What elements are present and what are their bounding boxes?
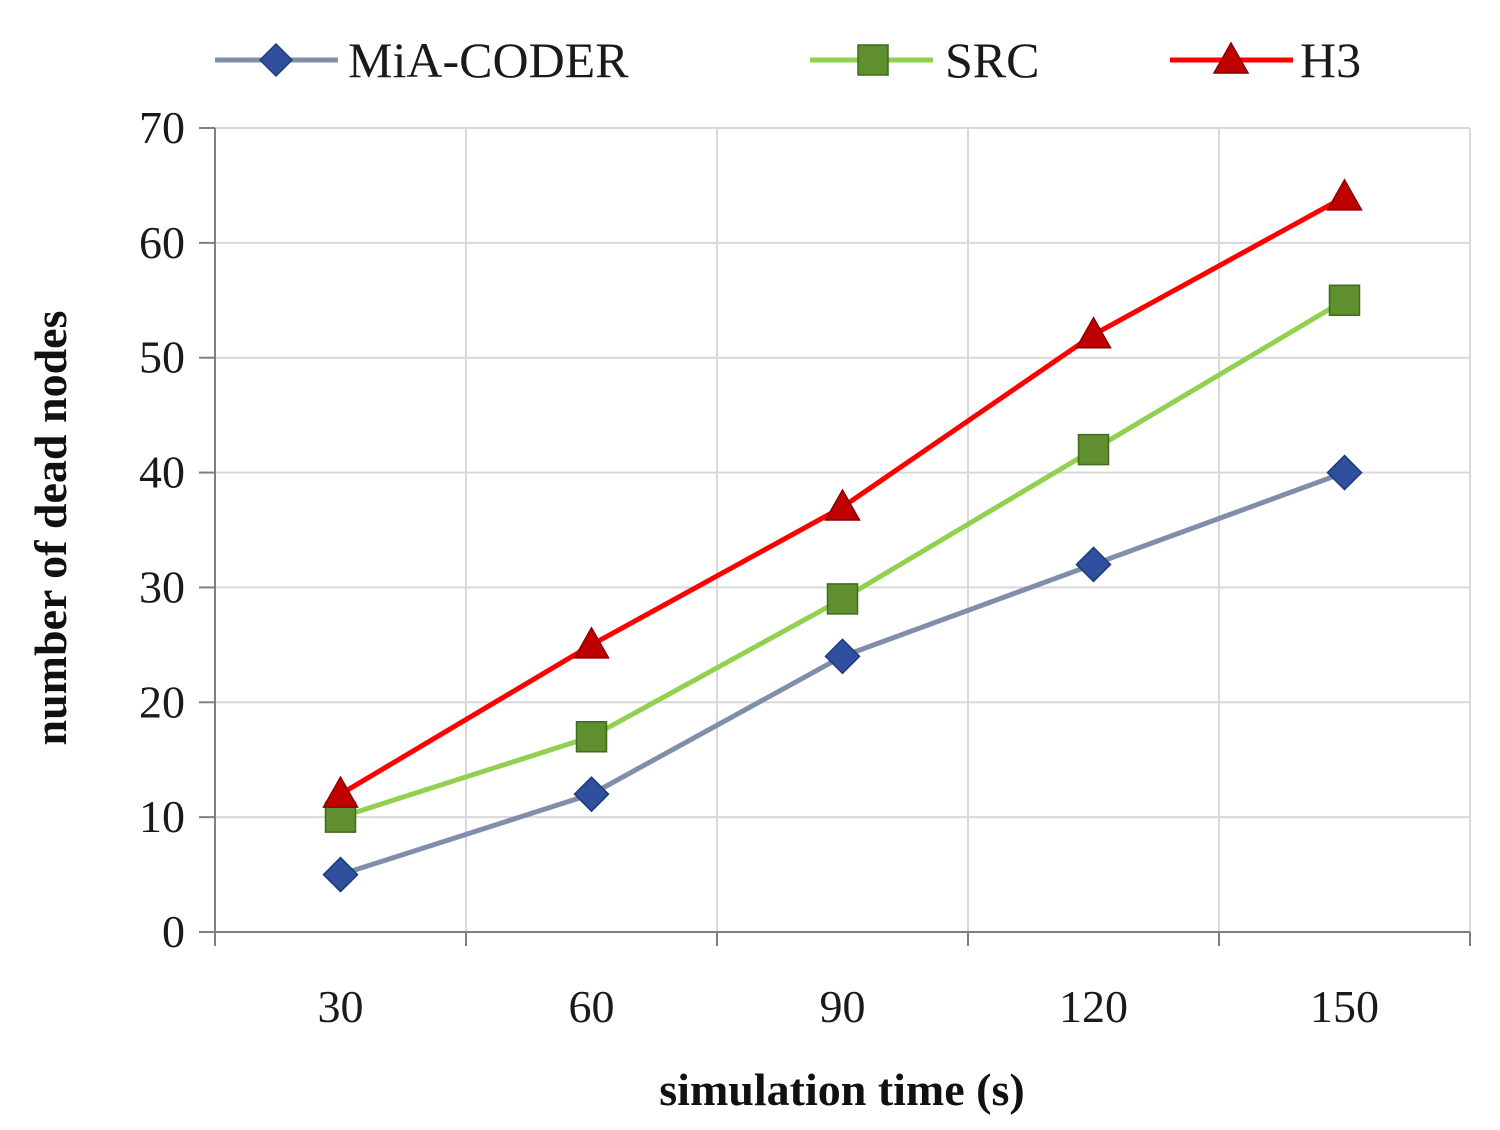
data-point-mia-coder-150 bbox=[1326, 454, 1363, 491]
legend-marker-mia-coder bbox=[258, 42, 294, 78]
x-tick-label-150: 150 bbox=[1310, 981, 1379, 1032]
x-tick-labels: 30 60 90 120 150 bbox=[318, 981, 1380, 1032]
legend-label-h3: H3 bbox=[1300, 32, 1361, 88]
legend-item-src: SRC bbox=[810, 32, 1040, 88]
legend-item-h3: H3 bbox=[1170, 32, 1361, 88]
data-point-h3-90 bbox=[824, 488, 861, 521]
data-point-mia-coder-90 bbox=[824, 638, 861, 675]
x-tick-label-60: 60 bbox=[569, 981, 615, 1032]
legend-marker-src bbox=[857, 44, 889, 76]
data-point-h3-120 bbox=[1075, 316, 1112, 349]
y-tick-label-50: 50 bbox=[139, 332, 185, 383]
data-point-mia-coder-60 bbox=[573, 776, 610, 813]
axes bbox=[199, 127, 1471, 946]
legend: MiA-CODER SRC H3 bbox=[215, 32, 1361, 88]
legend-marker-h3 bbox=[1212, 41, 1250, 74]
y-tick-labels: 0 10 20 30 40 50 60 70 bbox=[139, 102, 185, 957]
data-point-mia-coder-120 bbox=[1075, 546, 1112, 583]
y-tick-label-20: 20 bbox=[139, 676, 185, 727]
data-point-h3-30 bbox=[322, 775, 359, 808]
y-tick-label-0: 0 bbox=[162, 906, 185, 957]
x-tick-label-90: 90 bbox=[820, 981, 866, 1032]
gridlines bbox=[215, 127, 1471, 932]
y-tick-label-30: 30 bbox=[139, 561, 185, 612]
series-lines bbox=[322, 178, 1363, 893]
legend-label-mia-coder: MiA-CODER bbox=[348, 32, 629, 88]
data-point-src-120 bbox=[1077, 433, 1110, 466]
data-point-src-90 bbox=[826, 583, 859, 615]
x-axis-title: simulation time (s) bbox=[659, 1064, 1024, 1115]
y-tick-label-70: 70 bbox=[139, 102, 185, 153]
legend-item-mia-coder: MiA-CODER bbox=[215, 32, 629, 88]
y-tick-label-40: 40 bbox=[139, 447, 185, 498]
y-tick-label-10: 10 bbox=[139, 791, 185, 842]
data-point-src-150 bbox=[1328, 284, 1361, 317]
data-point-src-60 bbox=[575, 720, 608, 753]
data-point-mia-coder-30 bbox=[322, 856, 359, 893]
x-tick-label-30: 30 bbox=[318, 981, 364, 1032]
y-tick-label-60: 60 bbox=[139, 217, 185, 268]
y-axis-title: number of dead nodes bbox=[25, 311, 76, 746]
data-point-h3-60 bbox=[573, 626, 610, 659]
data-point-h3-150 bbox=[1326, 178, 1363, 211]
legend-label-src: SRC bbox=[945, 32, 1040, 88]
x-tick-label-120: 120 bbox=[1059, 981, 1128, 1032]
series-line-src bbox=[339, 298, 1346, 820]
